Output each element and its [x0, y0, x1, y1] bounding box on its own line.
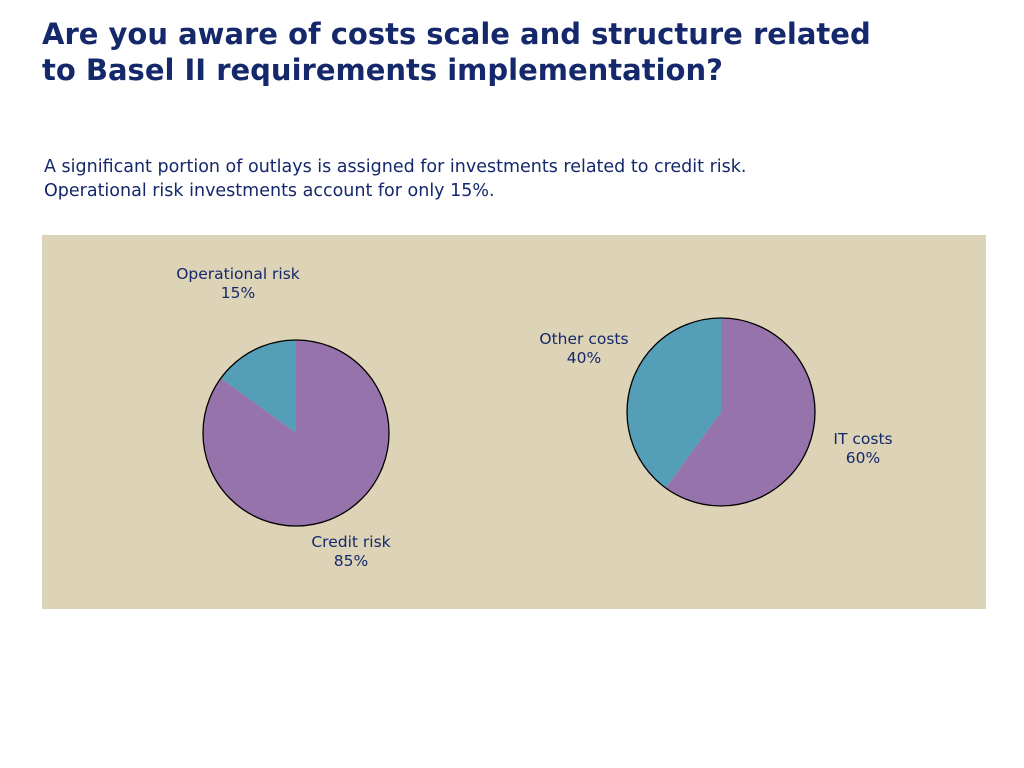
pie-label-it-costs: IT costs 60%	[833, 430, 892, 467]
slice-name-label: IT costs	[833, 430, 892, 448]
page-title-line-1: Are you aware of costs scale and structu…	[42, 17, 871, 51]
slice-value-label: 15%	[221, 284, 255, 302]
slice-name-label: Operational risk	[176, 265, 300, 283]
slice-name-label: Credit risk	[311, 533, 390, 551]
page-title: Are you aware of costs scale and structu…	[42, 16, 982, 88]
page-description-line-1: A significant portion of outlays is assi…	[44, 157, 747, 177]
slice-value-label: 40%	[567, 349, 601, 367]
pie-charts-canvas: Operational risk 15% Credit risk 85% Other …	[176, 265, 893, 570]
pie-label-credit-risk: Credit risk 85%	[311, 533, 390, 570]
pie-label-operational-risk: Operational risk 15%	[176, 265, 300, 302]
pie-outline	[202, 339, 390, 527]
slice-name-label: Other costs	[539, 330, 628, 348]
slice-value-label: 60%	[846, 449, 880, 467]
chart-panel: Operational risk 15% Credit risk 85% Other …	[42, 235, 986, 609]
costs-pie-chart: Other costs 40% IT costs 60%	[539, 317, 893, 507]
pie-label-other-costs: Other costs 40%	[539, 330, 628, 367]
slice-value-label: 85%	[334, 552, 368, 570]
page-title-line-2: to Basel II requirements implementation?	[42, 53, 723, 87]
page-description-line-2: Operational risk investments account for…	[44, 181, 495, 201]
risk-pie-chart: Operational risk 15% Credit risk 85%	[176, 265, 390, 570]
pie-slice-it-costs	[665, 318, 815, 506]
pie-slice-operational-risk	[220, 340, 296, 433]
pie-slice-other-costs	[626, 318, 721, 489]
page-description: A significant portion of outlays is assi…	[44, 155, 984, 203]
pie-outline	[626, 317, 816, 507]
pie-slice-credit-risk	[203, 340, 390, 526]
